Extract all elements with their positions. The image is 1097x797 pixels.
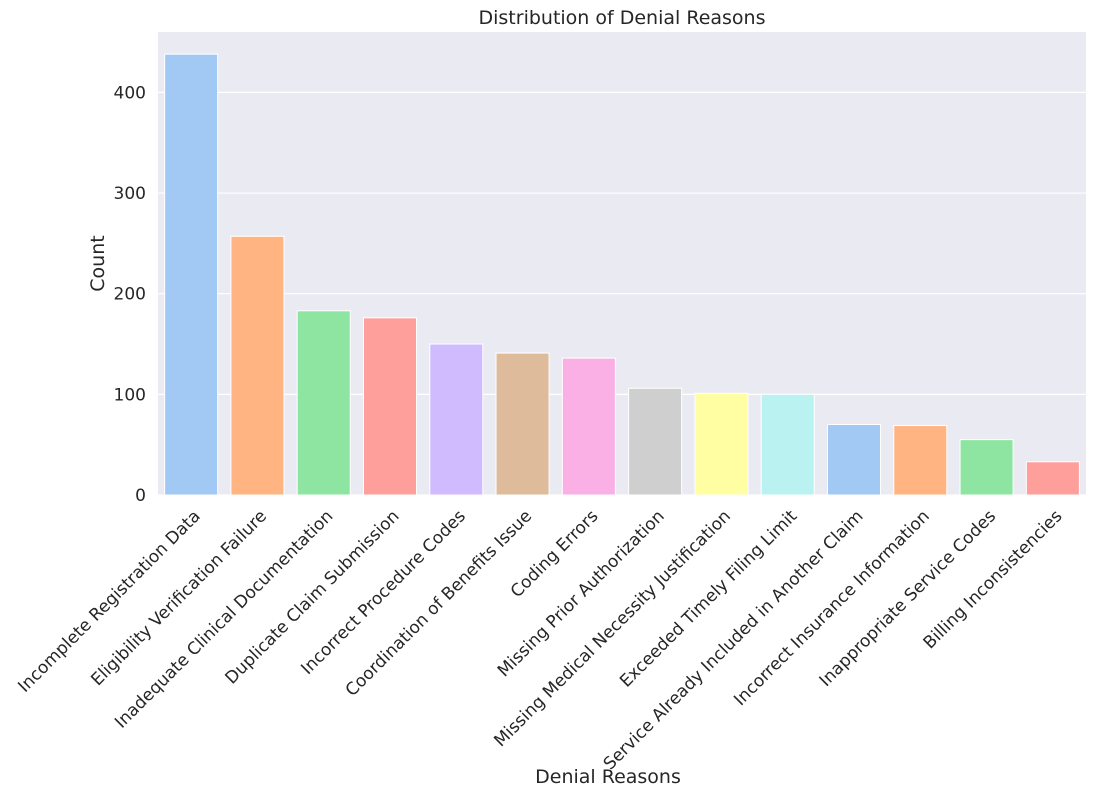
bar <box>164 53 219 496</box>
y-tick-label: 100 <box>114 385 146 405</box>
bar <box>429 343 484 496</box>
bar <box>362 317 418 496</box>
bar <box>296 310 351 496</box>
chart-title: Distribution of Denial Reasons <box>479 7 766 29</box>
y-axis-label: Count <box>87 235 109 291</box>
bar <box>230 235 285 496</box>
bar <box>959 439 1014 496</box>
y-tick-label: 200 <box>114 285 146 305</box>
x-axis-ticks: Incomplete Registration DataEligibility … <box>14 506 1066 774</box>
bar <box>760 393 815 496</box>
bar <box>1025 461 1080 496</box>
y-tick-label: 0 <box>135 486 146 506</box>
y-tick-label: 400 <box>114 83 146 103</box>
bars <box>164 53 1080 496</box>
bar <box>893 425 948 496</box>
bar <box>628 387 683 496</box>
bar <box>826 424 882 496</box>
y-axis-ticks: 0 100 200 300 400 <box>114 83 146 506</box>
bar <box>694 392 749 496</box>
y-tick-label: 300 <box>114 184 146 204</box>
x-tick-label: Billing Inconsistencies <box>920 506 1067 653</box>
bar <box>495 352 550 496</box>
x-axis-label: Denial Reasons <box>535 766 681 788</box>
x-tick-label: Missing Medical Necessity Justification <box>490 506 735 751</box>
bar <box>561 357 616 496</box>
